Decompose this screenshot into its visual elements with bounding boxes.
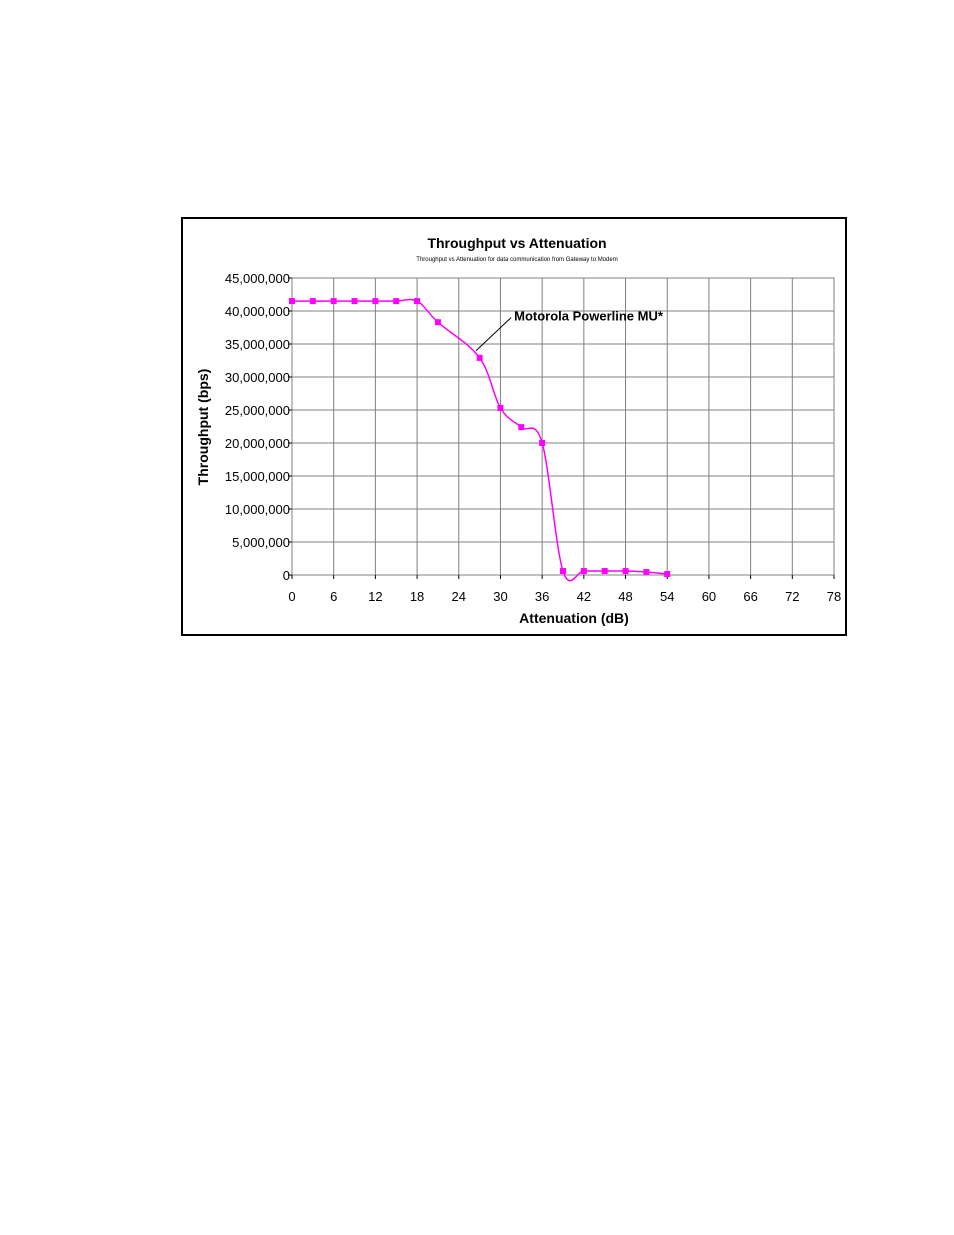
data-point-marker [518,424,525,431]
data-point-marker [393,298,400,305]
data-point-marker [622,568,629,575]
y-tick-label: 30,000,000 [225,370,290,385]
x-tick-label: 0 [288,589,295,604]
x-tick-label: 30 [493,589,507,604]
x-axis-label: Attenuation (dB) [519,610,629,626]
data-point-marker [643,569,650,576]
y-tick-label: 25,000,000 [225,403,290,418]
chart-svg: Throughput vs Attenuation Throughput vs … [195,235,841,626]
data-point-marker [309,298,316,305]
data-point-marker [497,405,504,412]
data-point-marker [289,298,295,305]
x-tick-label: 60 [702,589,716,604]
y-tick-label: 5,000,000 [232,535,290,550]
data-point-marker [330,298,337,305]
data-point-marker [434,319,441,326]
y-axis-label: Throughput (bps) [195,369,211,486]
x-axis-ticks: 0 6 12 18 24 30 36 42 48 54 60 66 72 78 [288,575,841,604]
x-tick-label: 72 [785,589,799,604]
plot-area-border [291,277,835,576]
data-point-marker [476,354,483,361]
y-tick-label: 35,000,000 [225,337,290,352]
x-tick-label: 18 [410,589,424,604]
chart-title: Throughput vs Attenuation [427,235,606,251]
chart-subtitle: Throughput vs Attenuation for data commu… [416,257,617,263]
y-tick-label: 10,000,000 [225,502,290,517]
x-tick-label: 48 [618,589,632,604]
y-tick-label: 40,000,000 [225,304,290,319]
x-tick-label: 12 [368,589,382,604]
y-tick-label: 45,000,000 [225,271,290,286]
data-point-marker [414,298,421,305]
data-point-marker [539,440,546,446]
data-point-marker [351,298,358,305]
x-tick-label: 54 [660,589,674,604]
annotation-leader-line [475,317,512,351]
x-tick-label: 6 [330,589,337,604]
series-layer [289,298,671,582]
y-tick-label: 20,000,000 [225,436,290,451]
x-tick-label: 78 [827,589,841,604]
x-tick-label: 42 [577,589,591,604]
series-line [291,298,668,582]
x-tick-label: 24 [452,589,466,604]
data-point-marker [601,568,608,575]
x-tick-label: 36 [535,589,549,604]
y-tick-label: 15,000,000 [225,469,290,484]
data-point-marker [372,298,379,305]
y-tick-label: 0 [283,568,290,583]
annotation-layer: Motorola Powerline MU* [475,309,664,351]
y-axis-ticks: 0 5,000,000 10,000,000 15,000,000 20,000,000… [225,271,292,583]
data-point-marker [560,568,566,575]
annotation-series-label: Motorola Powerline MU* [514,309,664,324]
x-tick-label: 66 [743,589,757,604]
data-point-marker [664,571,671,578]
data-point-marker [580,568,587,575]
chart-frame: Throughput vs Attenuation Throughput vs … [181,217,847,636]
